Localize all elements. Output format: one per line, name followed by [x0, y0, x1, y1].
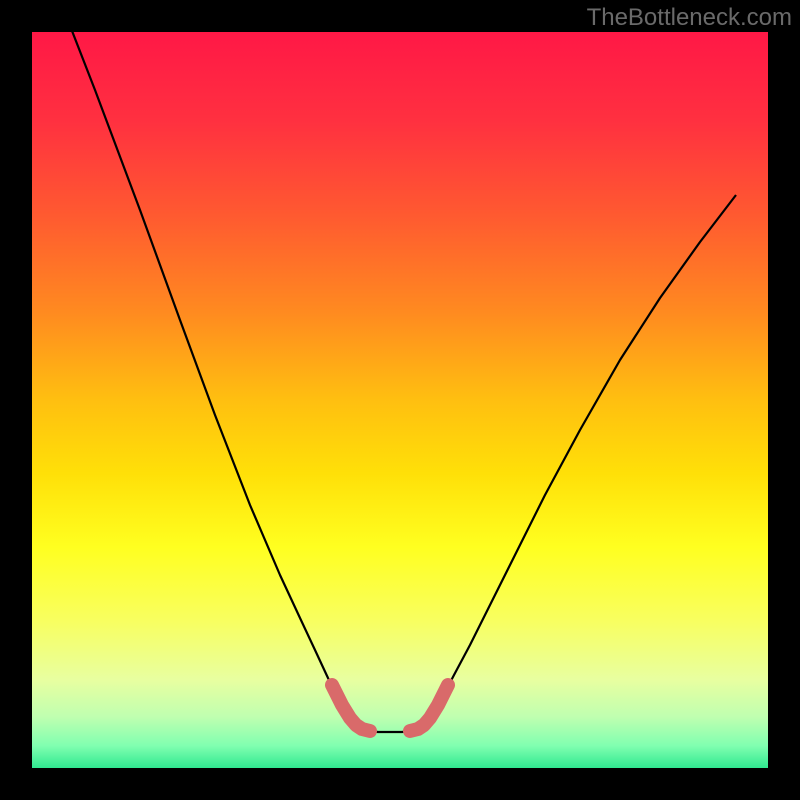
- chart-frame: TheBottleneck.com: [0, 0, 800, 800]
- plot-svg: [32, 32, 768, 768]
- watermark-text: TheBottleneck.com: [587, 4, 792, 32]
- plot-area: [32, 32, 768, 768]
- plot-background: [32, 32, 768, 768]
